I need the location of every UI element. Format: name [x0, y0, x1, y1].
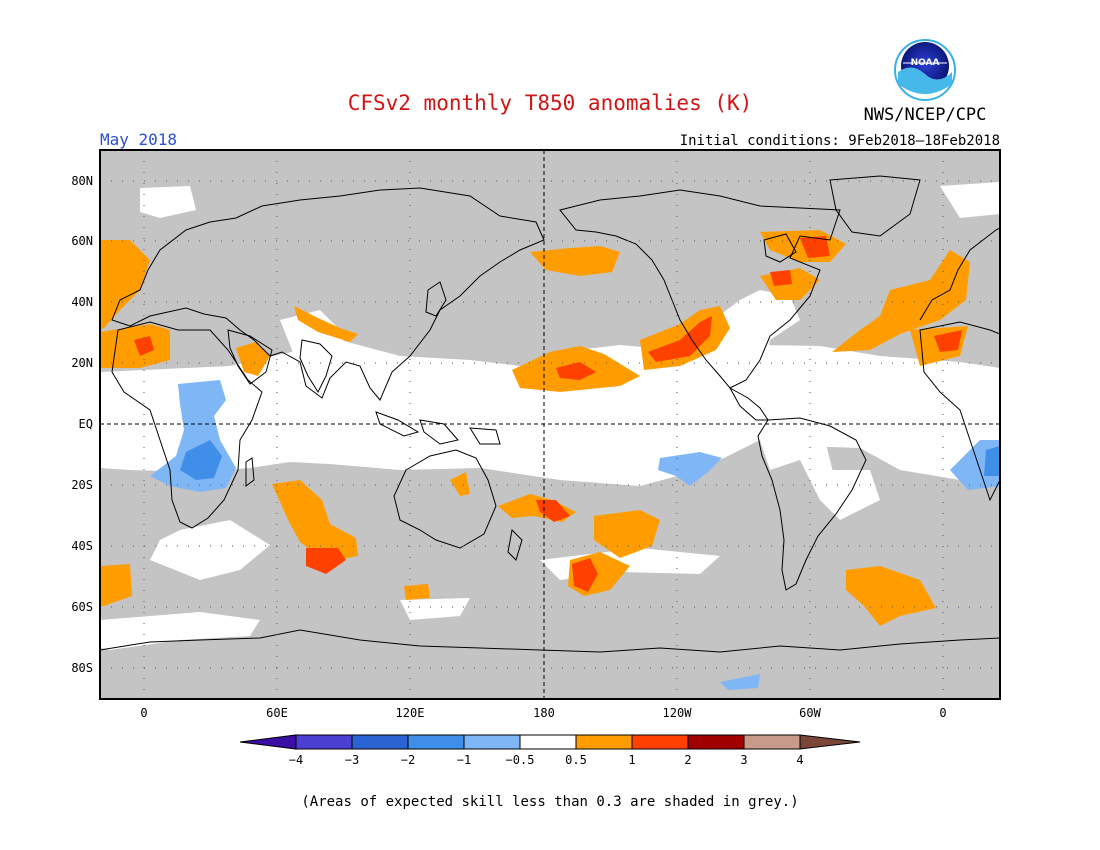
lon-label: 0: [939, 706, 946, 720]
lon-label: 60W: [799, 706, 821, 720]
white-region-southamerica: [820, 470, 880, 520]
negative-anomaly-pacific: [658, 452, 722, 486]
strong-anomaly-labrador: [770, 270, 792, 286]
positive-anomaly-south-pacific: [594, 510, 660, 558]
lat-label: 60N: [71, 234, 93, 248]
strong-anomaly-new-zealand: [536, 500, 570, 522]
longitude-labels: 0 60E 120E 180 120W 60W 0: [140, 706, 946, 720]
white-region-antarctic-edge: [400, 598, 470, 620]
colorbar-tick-label: 0.5: [565, 753, 587, 767]
colorbar-swatch: [463, 734, 521, 750]
positive-anomaly-south-atlantic: [846, 566, 936, 626]
colorbar-swatch: [407, 734, 465, 750]
lon-label: 60E: [266, 706, 288, 720]
colorbar-low-arrow: [239, 734, 297, 750]
map-frame: [99, 149, 1001, 700]
colorbar-tick-label: −1: [457, 753, 471, 767]
positive-anomaly-west-europe: [100, 240, 150, 330]
colorbar-high-arrow: [799, 734, 861, 750]
colorbar-tick-label: 2: [684, 753, 691, 767]
lat-label: 20N: [71, 356, 93, 370]
latitude-labels: 80N 60N 40N 20N EQ 20S 40S 60S 80S: [71, 174, 93, 675]
lat-label: 20S: [71, 478, 93, 492]
lat-label: EQ: [79, 417, 93, 431]
footnote: (Areas of expected skill less than 0.3 a…: [301, 794, 798, 810]
positive-anomaly-indian-south-small: [404, 584, 430, 600]
lat-label: 60S: [71, 600, 93, 614]
strong-anomaly-central-pacific: [556, 362, 596, 380]
lon-label: 120E: [396, 706, 425, 720]
colorbar-tick-label: −0.5: [506, 753, 535, 767]
lon-label: 0: [140, 706, 147, 720]
colorbar-tick-label: 4: [796, 753, 803, 767]
white-region-southern-ocean: [100, 612, 260, 650]
logo-text: NOAA: [911, 58, 940, 68]
initial-conditions: Initial conditions: 9Feb2018–18Feb2018: [680, 133, 1000, 149]
white-region-arctic: [140, 186, 196, 218]
positive-anomaly-north-pacific: [530, 246, 620, 276]
strong-anomaly-hudson: [800, 236, 830, 258]
lon-label: 180: [533, 706, 555, 720]
colorbar-swatch: [519, 734, 577, 750]
white-region-southindian: [150, 520, 270, 580]
positive-anomaly-arabia: [236, 342, 270, 376]
colorbar-tick-label: −3: [345, 753, 359, 767]
colorbar-swatch: [575, 734, 633, 750]
white-region-greenland: [940, 182, 1000, 218]
lat-label: 40N: [71, 295, 93, 309]
strong-anomaly-east-atlantic: [934, 330, 962, 352]
coastlines: [100, 175, 1000, 699]
colorbar-swatch: [351, 734, 409, 750]
strong-anomaly-south-indian: [306, 548, 346, 574]
negative-anomaly-antarctica: [720, 674, 760, 690]
colorbar-tick-label: 3: [740, 753, 747, 767]
strong-anomaly-south-pacific: [572, 558, 598, 592]
positive-anomaly-southwest: [100, 564, 132, 606]
noaa-logo: NOAA: [894, 39, 956, 101]
lon-label: 120W: [663, 706, 693, 720]
colorbar-swatch: [631, 734, 689, 750]
positive-anomaly-east-atlantic: [832, 250, 970, 352]
white-region-america: [700, 290, 840, 500]
chart-title: CFSv2 monthly T850 anomalies (K): [348, 91, 753, 115]
colorbar: −4 −3 −2 −1 −0.5 0.5 1 2 3 4: [239, 734, 861, 767]
positive-anomaly-tibet: [294, 306, 358, 342]
positive-anomaly-south-indian: [272, 480, 358, 562]
colorbar-swatch: [295, 734, 353, 750]
forecast-month: May 2018: [100, 130, 177, 149]
positive-anomaly-australia: [450, 472, 470, 496]
lat-label: 40S: [71, 539, 93, 553]
positive-anomaly-north-africa: [100, 324, 170, 368]
colorbar-tick-label: −2: [401, 753, 415, 767]
colorbar-tick-label: 1: [628, 753, 635, 767]
anomaly-map: [100, 150, 1000, 699]
strong-anomaly-east-pacific: [648, 316, 712, 362]
negative-anomaly-east-atlantic-core: [984, 446, 1000, 476]
lat-label: 80N: [71, 174, 93, 188]
lat-label: 80S: [71, 661, 93, 675]
agency-label: NWS/NCEP/CPC: [864, 105, 987, 125]
colorbar-tick-label: −4: [289, 753, 303, 767]
colorbar-swatch: [743, 734, 801, 750]
strong-anomaly-north-africa: [134, 336, 154, 356]
colorbar-swatch: [687, 734, 745, 750]
negative-anomaly-africa-core: [180, 440, 222, 480]
